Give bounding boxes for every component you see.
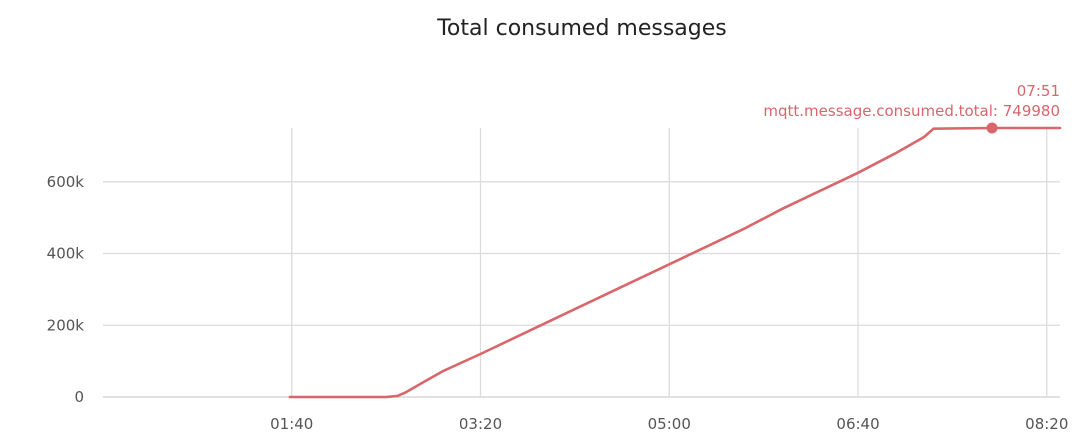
x-tick-label: 03:20 — [459, 415, 502, 433]
y-tick-label: 0 — [74, 388, 84, 406]
x-gridlines — [291, 128, 1048, 397]
series-group — [288, 122, 1062, 399]
x-axis-ticks: 01:40 03:20 05:00 06:40 08:20 — [270, 415, 1068, 433]
y-tick-label: 200k — [47, 316, 85, 334]
tooltip-label: mqtt.message.consumed.total: 749980 — [763, 102, 1060, 120]
highlight-point — [986, 122, 998, 134]
y-tick-label: 600k — [47, 173, 85, 191]
hover-tooltip: 07:51 mqtt.message.consumed.total: 74998… — [763, 82, 1060, 120]
y-gridlines — [103, 181, 1060, 398]
tooltip-time: 07:51 — [1017, 82, 1060, 100]
series-line-0 — [288, 126, 1062, 399]
y-axis-ticks: 0 200k 400k 600k — [47, 173, 85, 406]
x-tick-label: 01:40 — [270, 415, 313, 433]
x-tick-label: 06:40 — [836, 415, 879, 433]
x-tick-label: 08:20 — [1025, 415, 1068, 433]
y-tick-label: 400k — [47, 245, 85, 263]
chart-title: Total consumed messages — [436, 16, 727, 41]
x-tick-label: 05:00 — [648, 415, 691, 433]
